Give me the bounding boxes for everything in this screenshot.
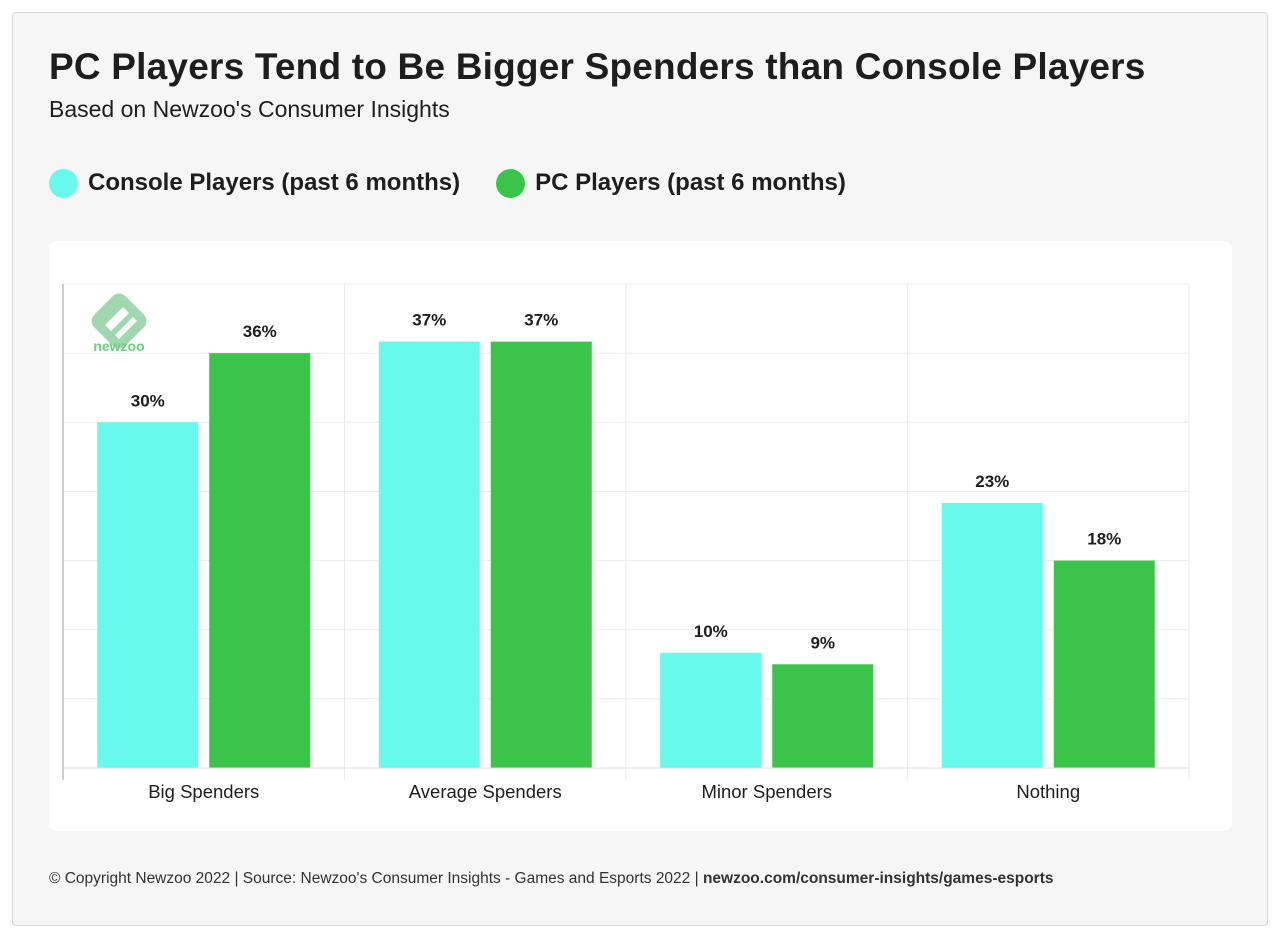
data-label: 30% xyxy=(131,391,165,410)
legend-item-pc: PC Players (past 6 months) xyxy=(496,168,846,198)
bar-console xyxy=(941,502,1043,768)
data-label: 37% xyxy=(412,311,446,330)
newzoo-logo: newzoo xyxy=(91,293,147,354)
bar-console xyxy=(660,652,762,768)
bar-pc xyxy=(772,664,874,768)
chart-title: PC Players Tend to Be Bigger Spenders th… xyxy=(49,46,1146,87)
bar-pc xyxy=(490,341,592,768)
data-label: 36% xyxy=(243,322,277,341)
footer-copyright: © Copyright Newzoo 2022 | Source: Newzoo… xyxy=(49,870,703,887)
chart-subtitle: Based on Newzoo's Consumer Insights xyxy=(49,96,450,122)
x-tick-label: Big Spenders xyxy=(148,781,259,802)
legend-swatch-pc xyxy=(496,168,526,198)
data-label: 10% xyxy=(694,622,728,641)
x-tick-label: Average Spenders xyxy=(409,781,562,802)
x-tick-label: Nothing xyxy=(1016,781,1080,802)
legend-label-console: Console Players (past 6 months) xyxy=(88,169,461,196)
newzoo-logo-icon xyxy=(91,293,147,349)
legend-swatch-console xyxy=(49,168,78,198)
data-label: 18% xyxy=(1087,530,1121,549)
bar-console xyxy=(378,341,480,768)
legend-item-console: Console Players (past 6 months) xyxy=(49,168,461,198)
footer-link[interactable]: newzoo.com/consumer-insights/games-espor… xyxy=(702,870,1054,887)
bar-console xyxy=(97,422,199,768)
bar-pc xyxy=(1053,560,1155,768)
x-tick-label: Minor Spenders xyxy=(701,781,832,802)
data-label: 9% xyxy=(810,633,835,652)
newzoo-logo-text: newzoo xyxy=(93,338,144,354)
legend: Console Players (past 6 months) PC Playe… xyxy=(49,168,882,198)
footer: © Copyright Newzoo 2022 | Source: Newzoo… xyxy=(49,870,1053,888)
data-label: 37% xyxy=(524,311,558,330)
bar-chart: newzoo 30% 36% 37% 37% 10% 9% 23% 18% Big Spende… xyxy=(62,283,1190,802)
legend-label-pc: PC Players (past 6 months) xyxy=(535,169,846,196)
bars: 30% 36% 37% 37% 10% 9% 23% 18% xyxy=(97,311,1155,768)
data-label: 23% xyxy=(975,472,1009,491)
chart-panel: newzoo 30% 36% 37% 37% 10% 9% 23% 18% Big Spende… xyxy=(49,241,1232,831)
bar-pc xyxy=(209,353,311,768)
